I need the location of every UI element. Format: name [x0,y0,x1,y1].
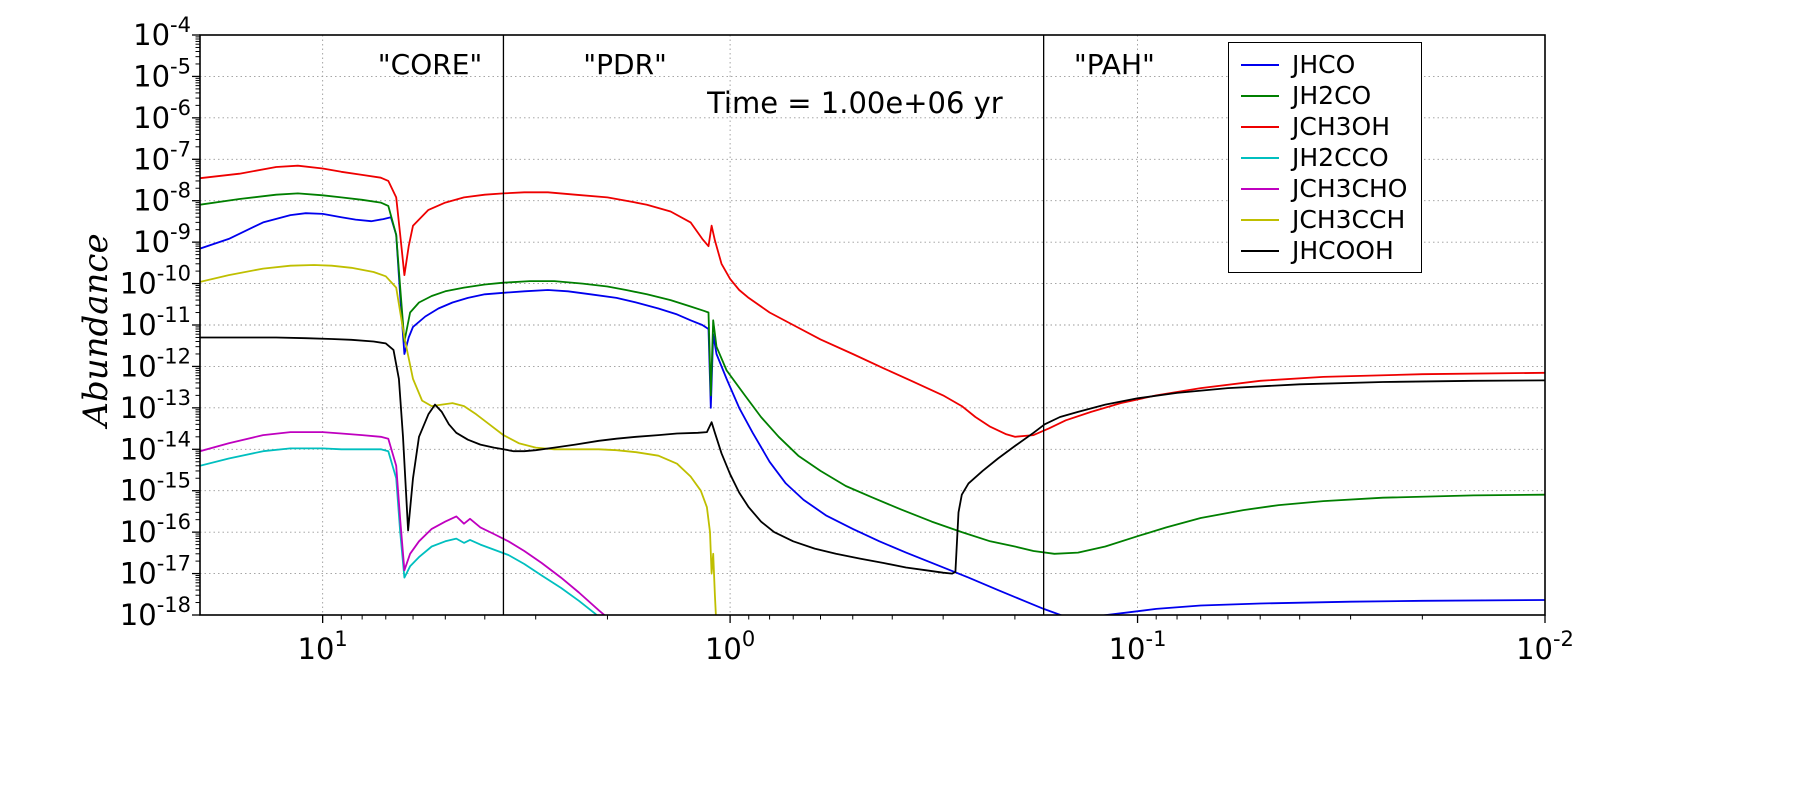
series-line-JHCO [200,212,1545,615]
legend-line-sample [1241,94,1279,97]
legend-item-JHCO: JHCO [1241,49,1407,80]
tick-label: 10-14 [120,427,191,466]
legend-line-sample [1241,249,1279,252]
tick-label: 10-13 [120,386,191,425]
region-label-core: "CORE" [377,48,483,81]
series-line-JHCOOH [200,336,1545,575]
tick-label: 10-9 [133,220,191,259]
tick-label: 10-2 [1516,627,1574,666]
legend-label: JHCOOH [1292,236,1394,265]
region-label-pdr: "PDR" [583,48,667,81]
legend-label: JHCO [1292,50,1356,79]
legend-item-JHCOOH: JHCOOH [1241,235,1407,266]
legend-label: JCH3CHO [1292,174,1408,203]
tick-label: 10-18 [120,593,191,632]
legend-item-JCH3CCH: JCH3CCH [1241,204,1407,235]
legend-line-sample [1241,156,1279,159]
tick-label: 10-11 [120,303,191,342]
x-axis: 101 100 10-1 10-2 [298,615,1574,666]
series-line-JCH3CHO [200,431,606,615]
series-line-JH2CCO [200,447,599,615]
time-annotation: Time = 1.00e+06 yr [707,86,1003,120]
legend: JHCO JH2CO JCH3OH JH2CCO JCH3CHO JCH3CCH JHCOO… [1228,42,1423,273]
tick-label: 10-8 [133,179,191,218]
tick-label: 10-17 [120,552,191,591]
legend-label: JH2CCO [1292,143,1389,172]
legend-item-JCH3OH: JCH3OH [1241,111,1407,142]
tick-label: 10-6 [133,96,191,135]
tick-label: 10-12 [120,344,191,383]
tick-label: 10-1 [1109,627,1167,666]
series-line-JCH3OH [200,164,1545,438]
series-line-JCH3CCH [200,264,717,615]
tick-label: 100 [705,627,755,666]
y-axis-title: Abundance [76,233,116,427]
legend-line-sample [1241,125,1279,128]
series-group [200,164,1545,615]
legend-item-JH2CCO: JH2CCO [1241,142,1407,173]
legend-line-sample [1241,63,1279,66]
legend-label: JCH3OH [1292,112,1391,141]
legend-line-sample [1241,187,1279,190]
y-axis: 10-410-510-610-710-810-910-1010-1110-121… [120,13,200,632]
legend-label: JH2CO [1292,81,1372,110]
tick-label: 101 [298,627,348,666]
tick-label: 10-10 [120,262,191,301]
series-line-JH2CO [200,192,1545,555]
tick-label: 10-5 [133,54,191,93]
tick-label: 10-7 [133,137,191,176]
tick-label: 10-15 [120,469,191,508]
legend-item-JCH3CHO: JCH3CHO [1241,173,1407,204]
legend-line-sample [1241,218,1279,221]
tick-label: 10-16 [120,510,191,549]
legend-label: JCH3CCH [1292,205,1406,234]
legend-item-JH2CO: JH2CO [1241,80,1407,111]
tick-label: 10-4 [133,13,191,52]
region-label-pah: "PAH" [1073,48,1155,81]
